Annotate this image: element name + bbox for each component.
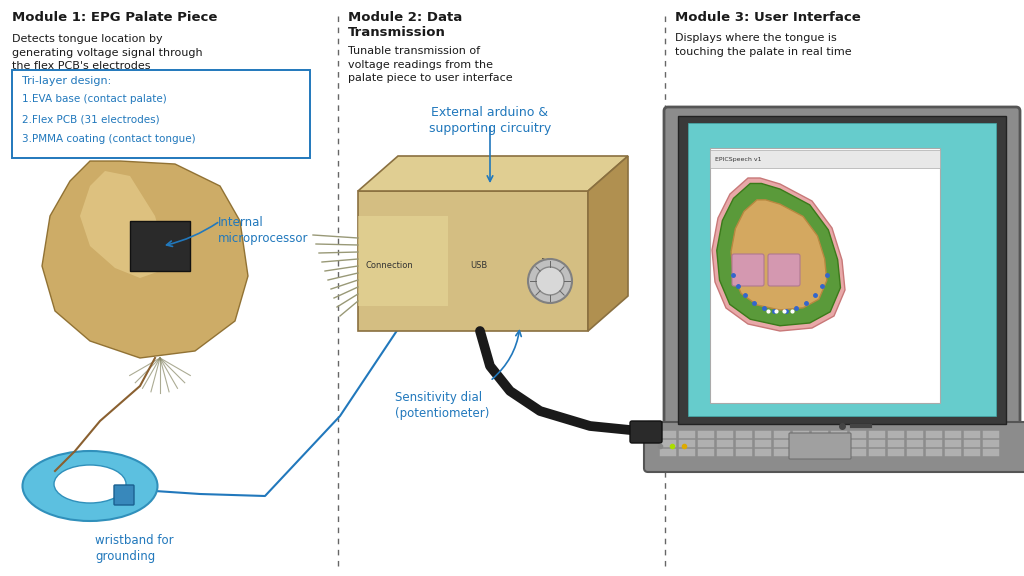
FancyBboxPatch shape [697,430,715,438]
FancyBboxPatch shape [755,439,771,448]
Polygon shape [358,156,628,191]
Text: Detects tongue location by
generating voltage signal through
the flex PCB's elec: Detects tongue location by generating vo… [12,34,203,71]
FancyBboxPatch shape [710,148,940,403]
Text: 2.Flex PCB (31 electrodes): 2.Flex PCB (31 electrodes) [22,114,160,124]
FancyBboxPatch shape [964,449,981,457]
FancyBboxPatch shape [830,439,848,448]
FancyBboxPatch shape [130,221,190,271]
FancyBboxPatch shape [926,430,942,438]
FancyBboxPatch shape [868,439,886,448]
Text: Module 3: User Interface: Module 3: User Interface [675,11,861,24]
FancyBboxPatch shape [735,449,753,457]
FancyBboxPatch shape [679,439,695,448]
Text: 1.EVA base (contact palate): 1.EVA base (contact palate) [22,94,167,104]
Text: Tri-layer design:: Tri-layer design: [22,76,112,86]
FancyBboxPatch shape [768,254,800,286]
Circle shape [528,259,572,303]
Text: wristband for
grounding: wristband for grounding [95,534,174,563]
FancyBboxPatch shape [982,439,999,448]
FancyBboxPatch shape [679,449,695,457]
Text: Module 1: EPG Palate Piece: Module 1: EPG Palate Piece [12,11,217,24]
FancyBboxPatch shape [697,449,715,457]
FancyBboxPatch shape [793,439,810,448]
Circle shape [536,267,564,295]
FancyBboxPatch shape [659,449,677,457]
FancyBboxPatch shape [811,430,828,438]
FancyBboxPatch shape [679,430,695,438]
FancyBboxPatch shape [888,449,904,457]
Polygon shape [42,161,248,358]
FancyBboxPatch shape [773,430,791,438]
FancyBboxPatch shape [964,439,981,448]
FancyBboxPatch shape [678,116,1006,424]
FancyBboxPatch shape [830,430,848,438]
FancyBboxPatch shape [906,430,924,438]
FancyBboxPatch shape [644,422,1024,472]
FancyBboxPatch shape [735,439,753,448]
Polygon shape [588,156,628,331]
Text: USB: USB [470,262,487,271]
FancyBboxPatch shape [358,191,588,331]
FancyBboxPatch shape [868,449,886,457]
FancyBboxPatch shape [906,449,924,457]
FancyBboxPatch shape [982,430,999,438]
FancyBboxPatch shape [793,430,810,438]
Text: Connection: Connection [365,262,413,271]
Ellipse shape [23,451,158,521]
Text: 3.PMMA coating (contact tongue): 3.PMMA coating (contact tongue) [22,134,196,144]
FancyBboxPatch shape [944,430,962,438]
FancyBboxPatch shape [664,107,1020,435]
Text: Tunable transmission of
voltage readings from the
palate piece to user interface: Tunable transmission of voltage readings… [348,46,513,83]
FancyBboxPatch shape [888,430,904,438]
FancyBboxPatch shape [868,430,886,438]
FancyBboxPatch shape [850,430,866,438]
FancyBboxPatch shape [888,439,904,448]
FancyBboxPatch shape [659,430,677,438]
Polygon shape [80,171,165,278]
Text: Sensitivity dial
(potentiometer): Sensitivity dial (potentiometer) [395,391,489,420]
FancyBboxPatch shape [12,70,310,158]
FancyBboxPatch shape [710,150,940,168]
FancyBboxPatch shape [790,433,851,459]
FancyBboxPatch shape [773,439,791,448]
FancyBboxPatch shape [850,439,866,448]
FancyBboxPatch shape [944,439,962,448]
FancyBboxPatch shape [926,449,942,457]
Text: Module 2: Data
Transmission: Module 2: Data Transmission [348,11,462,39]
FancyBboxPatch shape [114,485,134,505]
FancyBboxPatch shape [811,439,828,448]
Polygon shape [712,178,845,331]
FancyBboxPatch shape [659,439,677,448]
FancyBboxPatch shape [793,449,810,457]
Text: Baselining signal readings and
displaying live tongue
positioning: Baselining signal readings and displayin… [675,106,867,151]
Polygon shape [717,184,841,326]
Text: External arduino &
supporting circuitry: External arduino & supporting circuitry [429,106,551,135]
Ellipse shape [54,465,126,503]
FancyBboxPatch shape [755,430,771,438]
FancyBboxPatch shape [755,449,771,457]
Polygon shape [731,200,826,310]
FancyBboxPatch shape [735,430,753,438]
FancyBboxPatch shape [811,449,828,457]
Text: Internal
microprocessor: Internal microprocessor [218,216,308,245]
FancyBboxPatch shape [944,449,962,457]
FancyBboxPatch shape [688,123,996,416]
FancyBboxPatch shape [850,449,866,457]
FancyBboxPatch shape [964,430,981,438]
FancyBboxPatch shape [697,439,715,448]
FancyBboxPatch shape [732,254,764,286]
FancyBboxPatch shape [717,439,733,448]
FancyBboxPatch shape [773,449,791,457]
FancyBboxPatch shape [906,439,924,448]
FancyBboxPatch shape [830,449,848,457]
Text: Displays where the tongue is
touching the palate in real time: Displays where the tongue is touching th… [675,33,852,56]
FancyBboxPatch shape [630,421,662,443]
Text: Sensitivity: Sensitivity [541,256,550,296]
FancyBboxPatch shape [717,449,733,457]
Text: EPICSpeech v1: EPICSpeech v1 [715,157,762,161]
FancyBboxPatch shape [358,216,449,306]
FancyBboxPatch shape [717,430,733,438]
FancyBboxPatch shape [982,449,999,457]
FancyBboxPatch shape [926,439,942,448]
